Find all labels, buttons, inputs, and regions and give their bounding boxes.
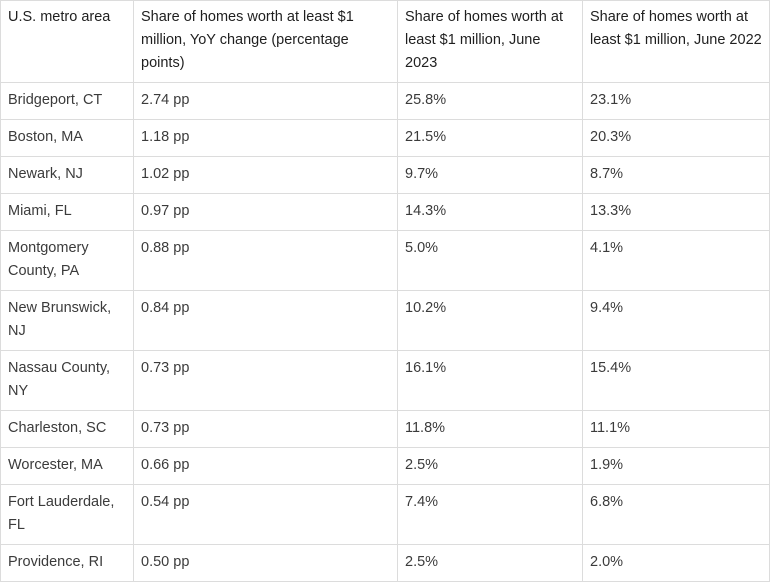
- cell-metro: Charleston, SC: [0, 410, 134, 448]
- cell-yoy-change: 0.50 pp: [133, 544, 398, 582]
- cell-metro: Nassau County, NY: [0, 350, 134, 411]
- cell-metro: Bridgeport, CT: [0, 82, 134, 120]
- table-row: Fort Lauderdale, FL 0.54 pp 7.4% 6.8%: [0, 484, 770, 545]
- cell-june-2023: 14.3%: [397, 193, 583, 231]
- cell-yoy-change: 0.66 pp: [133, 447, 398, 485]
- cell-june-2022: 11.1%: [582, 410, 770, 448]
- cell-june-2022: 20.3%: [582, 119, 770, 157]
- cell-june-2022: 1.9%: [582, 447, 770, 485]
- cell-june-2023: 7.4%: [397, 484, 583, 545]
- cell-yoy-change: 0.73 pp: [133, 410, 398, 448]
- cell-yoy-change: 0.73 pp: [133, 350, 398, 411]
- cell-metro: New Brunswick, NJ: [0, 290, 134, 351]
- cell-metro: Worcester, MA: [0, 447, 134, 485]
- cell-yoy-change: 0.84 pp: [133, 290, 398, 351]
- cell-june-2023: 11.8%: [397, 410, 583, 448]
- cell-yoy-change: 0.97 pp: [133, 193, 398, 231]
- cell-yoy-change: 0.54 pp: [133, 484, 398, 545]
- table-row: Charleston, SC 0.73 pp 11.8% 11.1%: [0, 410, 770, 448]
- table-row: Newark, NJ 1.02 pp 9.7% 8.7%: [0, 156, 770, 194]
- cell-june-2022: 8.7%: [582, 156, 770, 194]
- header-metro-area: U.S. metro area: [0, 0, 134, 83]
- table-row: Worcester, MA 0.66 pp 2.5% 1.9%: [0, 447, 770, 485]
- cell-june-2022: 9.4%: [582, 290, 770, 351]
- cell-metro: Providence, RI: [0, 544, 134, 582]
- table-row: Providence, RI 0.50 pp 2.5% 2.0%: [0, 544, 770, 582]
- cell-yoy-change: 2.74 pp: [133, 82, 398, 120]
- cell-metro: Boston, MA: [0, 119, 134, 157]
- table-row: New Brunswick, NJ 0.84 pp 10.2% 9.4%: [0, 290, 770, 351]
- cell-june-2023: 9.7%: [397, 156, 583, 194]
- cell-metro: Miami, FL: [0, 193, 134, 231]
- cell-june-2023: 2.5%: [397, 447, 583, 485]
- cell-metro: Fort Lauderdale, FL: [0, 484, 134, 545]
- table-row: Bridgeport, CT 2.74 pp 25.8% 23.1%: [0, 82, 770, 120]
- cell-june-2023: 2.5%: [397, 544, 583, 582]
- cell-june-2022: 6.8%: [582, 484, 770, 545]
- table-row: Montgomery County, PA 0.88 pp 5.0% 4.1%: [0, 230, 770, 291]
- cell-june-2023: 16.1%: [397, 350, 583, 411]
- cell-june-2023: 10.2%: [397, 290, 583, 351]
- table-body: Bridgeport, CT 2.74 pp 25.8% 23.1% Bosto…: [0, 82, 770, 582]
- header-row: U.S. metro area Share of homes worth at …: [0, 0, 770, 83]
- cell-june-2023: 5.0%: [397, 230, 583, 291]
- cell-june-2022: 15.4%: [582, 350, 770, 411]
- cell-june-2023: 25.8%: [397, 82, 583, 120]
- cell-june-2022: 4.1%: [582, 230, 770, 291]
- table-row: Nassau County, NY 0.73 pp 16.1% 15.4%: [0, 350, 770, 411]
- cell-june-2022: 2.0%: [582, 544, 770, 582]
- cell-metro: Montgomery County, PA: [0, 230, 134, 291]
- cell-metro: Newark, NJ: [0, 156, 134, 194]
- header-june-2022: Share of homes worth at least $1 million…: [582, 0, 770, 83]
- cell-yoy-change: 1.02 pp: [133, 156, 398, 194]
- cell-yoy-change: 1.18 pp: [133, 119, 398, 157]
- cell-june-2023: 21.5%: [397, 119, 583, 157]
- table-header: U.S. metro area Share of homes worth at …: [0, 0, 770, 83]
- cell-june-2022: 23.1%: [582, 82, 770, 120]
- cell-yoy-change: 0.88 pp: [133, 230, 398, 291]
- header-yoy-change: Share of homes worth at least $1 million…: [133, 0, 398, 83]
- header-june-2023: Share of homes worth at least $1 million…: [397, 0, 583, 83]
- table-row: Boston, MA 1.18 pp 21.5% 20.3%: [0, 119, 770, 157]
- table-row: Miami, FL 0.97 pp 14.3% 13.3%: [0, 193, 770, 231]
- cell-june-2022: 13.3%: [582, 193, 770, 231]
